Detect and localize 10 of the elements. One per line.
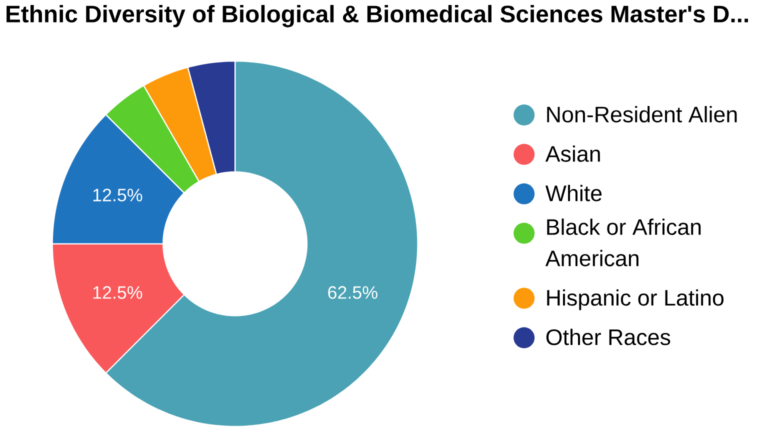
data-label: 62.5%: [328, 286, 378, 299]
chart-title: Ethnic Diversity of Biological & Biomedical Sciences Master's D...: [6, 4, 748, 28]
legend-label: Non-Resident Alien: [547, 106, 737, 122]
legend-label: Black or African American: [545, 218, 701, 266]
data-label: 12.5%: [93, 286, 142, 299]
legend-label: Hispanic or Latino: [547, 289, 724, 310]
legend-label: Asian: [545, 145, 600, 162]
legend-label: White: [545, 184, 602, 202]
data-label: 12.5%: [93, 188, 142, 202]
legend-label: Other Races: [546, 328, 670, 346]
